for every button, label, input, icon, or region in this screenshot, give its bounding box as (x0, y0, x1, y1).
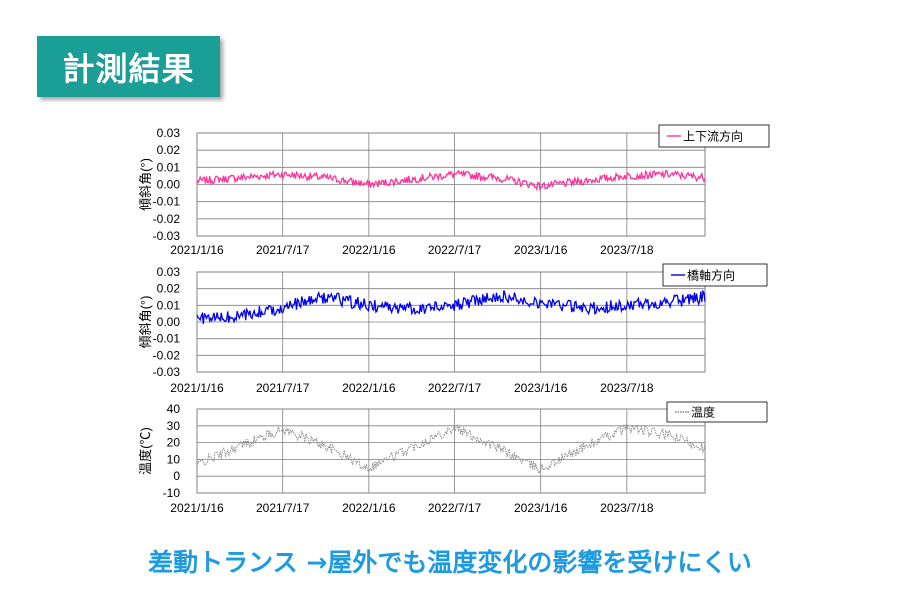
x-tick-label: 2022/7/17 (428, 501, 482, 515)
x-tick-label: 2022/7/17 (428, 381, 482, 395)
x-tick-label: 2023/7/18 (600, 381, 654, 395)
y-tick-label: 0.01 (157, 160, 181, 174)
series-line (196, 423, 706, 475)
y-axis-title: 傾斜角(°) (138, 158, 153, 211)
y-tick-label: 0.03 (157, 126, 181, 140)
y-tick-label: -10 (163, 486, 181, 500)
y-tick-label: 20 (167, 436, 181, 450)
x-tick-label: 2021/7/17 (256, 243, 310, 257)
series-line (196, 289, 706, 324)
y-axis-title: 温度(℃) (138, 427, 153, 475)
legend-label: 上下流方向 (683, 129, 743, 144)
charts-area: 0.030.020.010.00-0.01-0.02-0.032021/1/16… (138, 124, 770, 515)
y-tick-label: 30 (167, 419, 181, 433)
chart-inclination-upstream: 0.03 0.02 0.01 0.00 -0.01 -0.02 -0.032021/1/16… (138, 124, 770, 257)
y-tick-label: 40 (167, 402, 181, 416)
y-tick-label: 0.03 (157, 265, 181, 279)
y-tick-label: 0.01 (157, 298, 181, 312)
x-tick-label: 2023/7/18 (600, 243, 654, 257)
x-tick-label: 2023/1/16 (514, 381, 568, 395)
x-tick-label: 2022/7/17 (428, 243, 482, 257)
x-tick-label: 2022/1/16 (342, 243, 396, 257)
y-tick-label: 0.00 (157, 178, 181, 192)
x-tick-label: 2022/1/16 (342, 501, 396, 515)
y-tick-label: 0.02 (157, 143, 181, 157)
x-tick-label: 2023/1/16 (514, 243, 568, 257)
legend-label: 温度 (691, 405, 715, 420)
y-tick-label: -0.03 (153, 365, 181, 379)
x-tick-label: 2021/1/16 (170, 501, 224, 515)
y-tick-label: -0.02 (153, 212, 181, 226)
x-tick-label: 2021/1/16 (170, 243, 224, 257)
y-tick-label: 0 (173, 469, 180, 483)
conclusion-text: 差動トランス →屋外でも温度変化の影響を受けにくい (148, 548, 752, 577)
legend-label: 橋軸方向 (687, 268, 735, 283)
series-line (196, 169, 706, 192)
y-tick-label: 0.00 (157, 315, 181, 329)
legend-box (666, 401, 768, 423)
x-tick-label: 2023/1/16 (514, 501, 568, 515)
x-tick-label: 2021/1/16 (170, 381, 224, 395)
legend-box (658, 124, 770, 148)
y-axis-title: 傾斜角(°) (138, 296, 153, 349)
chart-inclination-bridge-axis: 0.03 0.02 0.01 0.00 -0.01 -0.02 -0.03 2021/1/16… (138, 263, 768, 395)
x-tick-label: 2021/7/17 (256, 501, 310, 515)
legend-box (662, 263, 768, 287)
x-tick-label: 2023/7/18 (600, 501, 654, 515)
y-tick-label: -0.03 (153, 229, 181, 243)
plot-frame (196, 408, 706, 494)
y-tick-label: -0.02 (153, 348, 181, 362)
y-tick-label: 0.02 (157, 282, 181, 296)
y-tick-label: -0.01 (153, 195, 181, 209)
page-title: 計測結果 (37, 36, 220, 97)
y-tick-label: -0.01 (153, 332, 181, 346)
x-tick-label: 2021/7/17 (256, 381, 310, 395)
x-tick-label: 2022/1/16 (342, 381, 396, 395)
y-tick-label: 10 (167, 452, 181, 466)
